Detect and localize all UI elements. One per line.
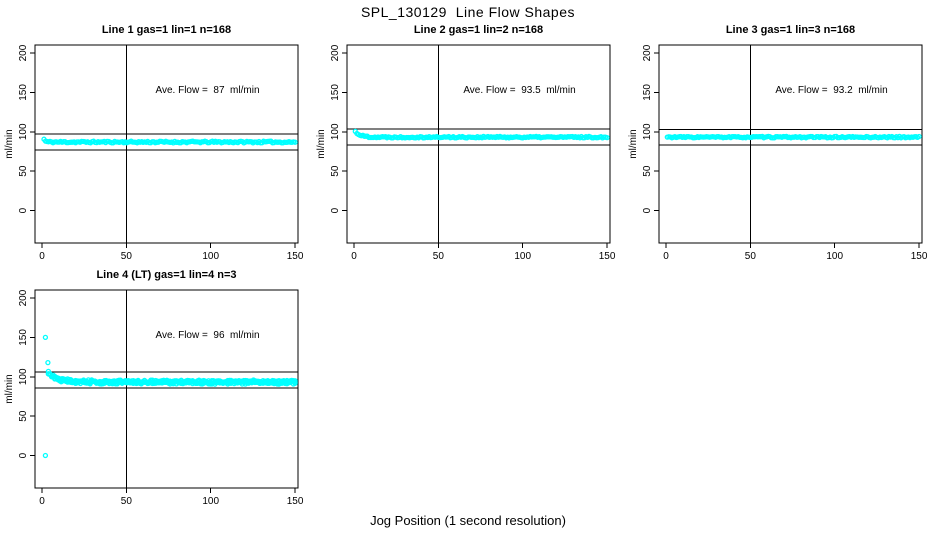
x-tick-label: 100	[826, 251, 843, 262]
x-tick-label: 50	[433, 251, 445, 262]
x-tick-label: 0	[351, 251, 357, 262]
y-axis-label: ml/min	[628, 129, 639, 158]
data-points	[42, 334, 298, 459]
y-tick-label: 50	[642, 165, 653, 177]
plot-canvas-line-4: 0 50 100 150 200 ml/min 0 50 100 150	[4, 289, 304, 507]
y-tick-label: 0	[18, 452, 29, 458]
panel-line-4: 0 50 100 150 200 ml/min 0 50 100 150 Line 4 (LT) …	[0, 267, 312, 512]
flow-point	[42, 334, 49, 341]
x-tick-label: 0	[663, 251, 669, 262]
x-tick-label: 150	[911, 251, 928, 262]
x-tick-label: 0	[39, 496, 45, 507]
y-axis-label: ml/min	[4, 374, 15, 403]
x-tick-label: 0	[39, 251, 45, 262]
ave-flow-annotation: Ave. Flow = 93.2 ml/min	[775, 85, 888, 96]
y-tick-label: 50	[330, 165, 341, 177]
x-tick-label: 150	[599, 251, 616, 262]
plot-canvas-line-3: 0 50 100 150 200 ml/min 0 50 100 150	[628, 44, 928, 262]
x-tick-label: 100	[202, 496, 219, 507]
y-tick-label: 200	[642, 44, 653, 61]
flow-point	[292, 379, 298, 385]
y-tick-label: 150	[18, 329, 29, 346]
x-tick-label: 50	[121, 251, 133, 262]
y-tick-label: 50	[18, 410, 29, 422]
y-tick-label: 0	[18, 207, 29, 213]
panel-title: Line 2 gas=1 lin=2 n=168	[413, 24, 544, 36]
x-tick-label: 50	[121, 496, 133, 507]
y-tick-label: 200	[330, 44, 341, 61]
data-points	[352, 128, 610, 141]
data-points	[664, 133, 922, 141]
flow-point	[916, 133, 922, 140]
panel-title: Line 4 (LT) gas=1 lin=4 n=3	[96, 269, 237, 281]
ave-flow-annotation: Ave. Flow = 87 ml/min	[155, 85, 260, 96]
flow-point	[45, 359, 51, 366]
ave-flow-annotation: Ave. Flow = 96 ml/min	[155, 330, 260, 341]
figure-title: SPL_130129 Line Flow Shapes	[360, 4, 576, 20]
x-tick-label: 150	[287, 496, 304, 507]
ave-flow-annotation: Ave. Flow = 93.5 ml/min	[463, 85, 576, 96]
panel-title: Line 1 gas=1 lin=1 n=168	[101, 24, 232, 36]
y-axis-label: ml/min	[316, 129, 327, 158]
y-tick-label: 150	[642, 84, 653, 101]
panel-line-1: 0 50 100 150 200 ml/min 0 50 100 150 Line 1 gas=1…	[0, 22, 312, 267]
y-tick-label: 100	[18, 123, 29, 140]
y-tick-label: 100	[18, 368, 29, 385]
panel-line-3: 0 50 100 150 200 ml/min 0 50 100 150 Line 3 gas=1…	[624, 22, 936, 267]
panel-line-2: 0 50 100 150 200 ml/min 0 50 100 150 Line 2 gas=1…	[312, 22, 624, 267]
x-tick-label: 100	[514, 251, 531, 262]
y-axis-label: ml/min	[4, 129, 15, 158]
flow-point	[42, 452, 49, 459]
data-points	[41, 136, 298, 146]
plot-canvas-line-1: 0 50 100 150 200 ml/min 0 50 100 150	[4, 44, 304, 262]
plot-box	[346, 44, 611, 244]
y-tick-label: 100	[642, 123, 653, 140]
y-tick-label: 150	[330, 84, 341, 101]
x-axis-title: Jog Position (1 second resolution)	[370, 513, 566, 528]
y-tick-label: 100	[330, 123, 341, 140]
flow-point	[604, 134, 610, 141]
panel-title: Line 3 gas=1 lin=3 n=168	[725, 24, 856, 36]
x-tick-label: 150	[287, 251, 304, 262]
plot-box	[658, 44, 923, 244]
y-tick-label: 50	[18, 165, 29, 177]
x-tick-label: 100	[202, 251, 219, 262]
plot-box	[34, 44, 299, 244]
y-tick-label: 0	[330, 207, 341, 213]
y-tick-label: 0	[642, 207, 653, 213]
flow-point	[292, 139, 298, 145]
plot-canvas-line-2: 0 50 100 150 200 ml/min 0 50 100 150	[316, 44, 616, 262]
y-tick-label: 200	[18, 44, 29, 61]
y-tick-label: 200	[18, 289, 29, 306]
y-tick-label: 150	[18, 84, 29, 101]
x-tick-label: 50	[745, 251, 757, 262]
plot-box	[34, 289, 299, 489]
